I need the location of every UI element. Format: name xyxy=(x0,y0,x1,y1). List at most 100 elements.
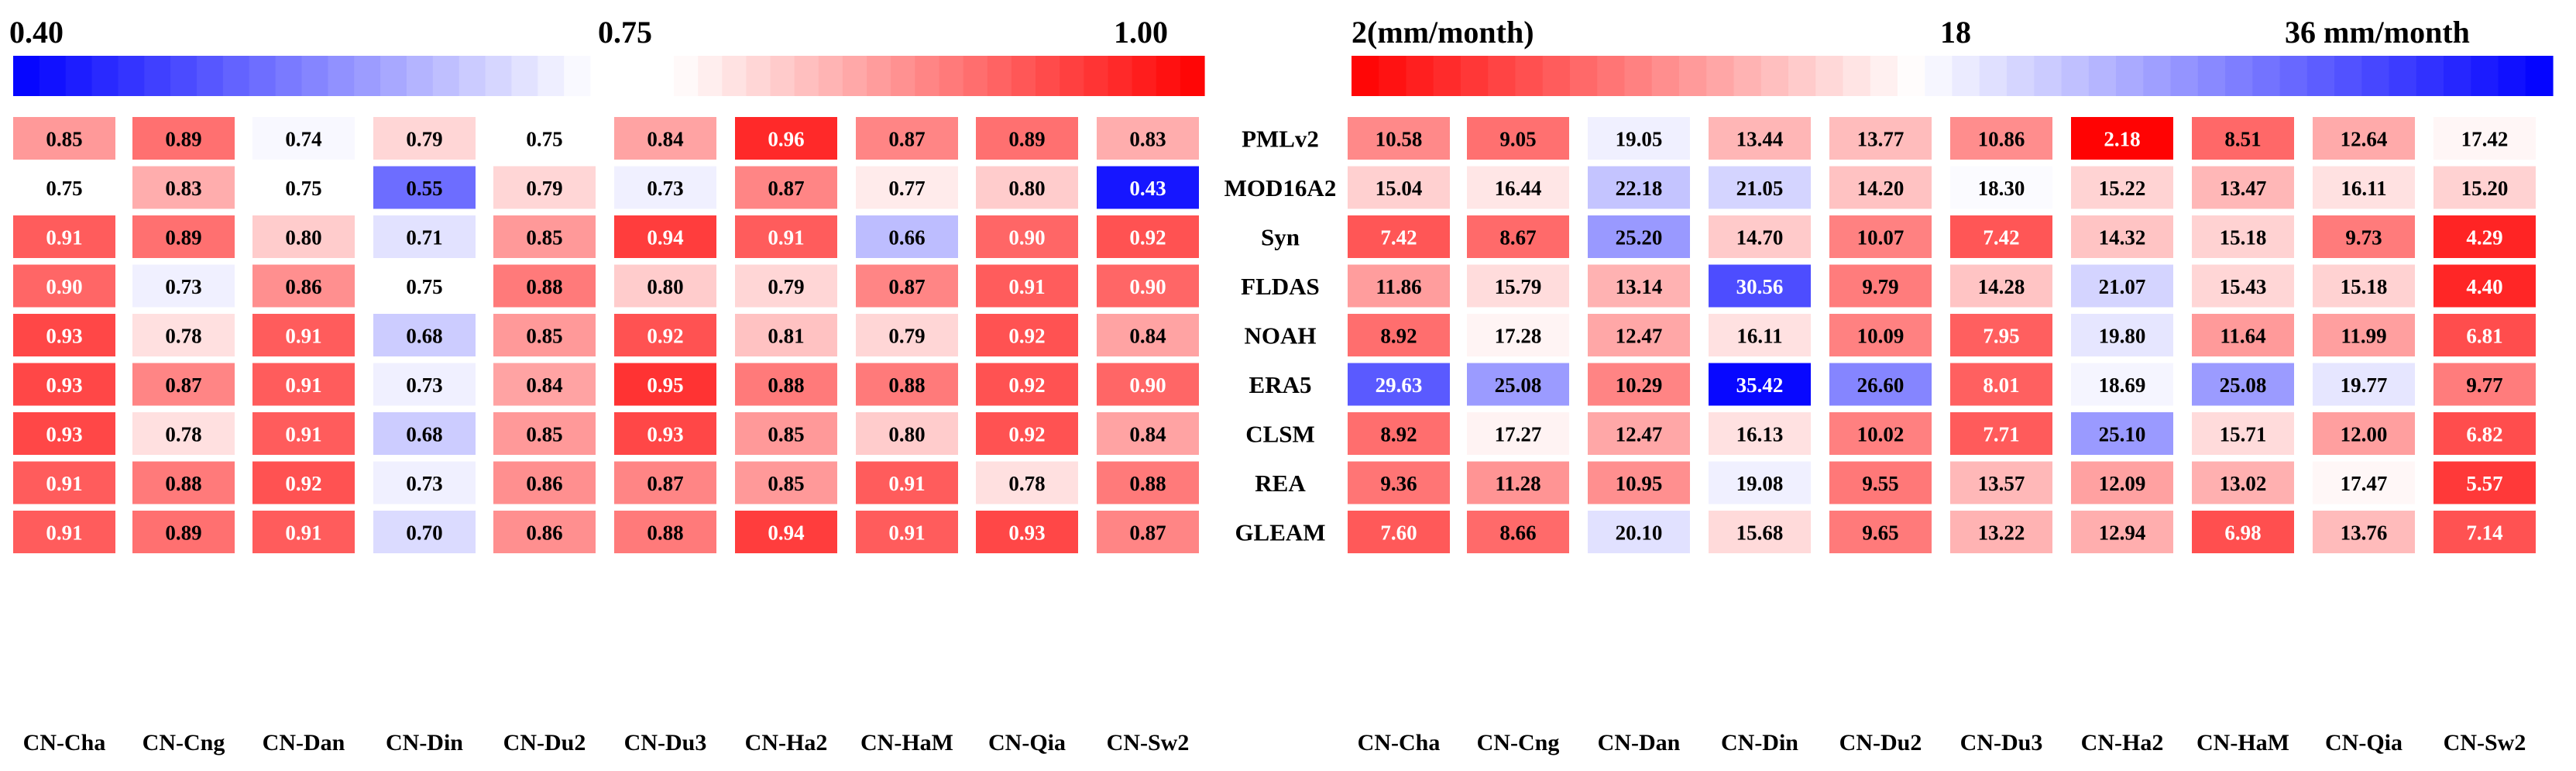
rmse-colorbar-segment xyxy=(1843,56,1871,96)
rmse-cell-value: 35.42 xyxy=(1736,373,1784,397)
rmse-cell-value: 12.00 xyxy=(2341,423,2388,446)
rmse-cell: 7.95 xyxy=(1950,314,2052,356)
rmse-column-label: CN-Du2 xyxy=(1839,730,1922,756)
rmse-colorbar-segment xyxy=(2361,56,2390,96)
correlation-colorbar-segment xyxy=(1060,56,1084,96)
rmse-cell: 11.64 xyxy=(2192,314,2294,356)
rmse-column-label: CN-Din xyxy=(1721,730,1798,756)
correlation-cell-rect xyxy=(373,511,476,553)
rmse-cell-rect xyxy=(2071,166,2173,209)
correlation-cell: 0.91 xyxy=(976,264,1078,308)
correlation-colorbar-max-label: 1.00 xyxy=(1114,15,1168,50)
rmse-cell-value: 10.07 xyxy=(1857,226,1905,250)
correlation-colorbar-segment xyxy=(867,56,891,96)
rmse-cell: 7.42 xyxy=(1950,215,2052,258)
rmse-cell: 25.20 xyxy=(1588,215,1690,258)
rmse-cell-rect xyxy=(1348,511,1450,553)
rmse-cell-rect xyxy=(1588,264,1690,308)
correlation-cell: 0.93 xyxy=(976,511,1078,553)
rmse-colorbar-segment xyxy=(2471,56,2499,96)
rmse-cell-rect xyxy=(2192,412,2294,455)
rmse-cell-rect xyxy=(1950,363,2052,406)
correlation-cell-value: 0.89 xyxy=(1008,128,1045,151)
rmse-cell-rect xyxy=(1709,412,1811,455)
rmse-cell-rect xyxy=(1467,166,1569,209)
rmse-cell-value: 7.95 xyxy=(1983,325,2019,348)
rmse-column-label: CN-Cng xyxy=(1477,730,1560,756)
rmse-colorbar-segment xyxy=(2416,56,2444,96)
correlation-cell-rect xyxy=(373,314,476,356)
correlation-heatmap: 0.85 0.89 0.74 0.79 0.75 0.84 0.96 0.87 0.89 0.83… xyxy=(13,117,1199,553)
correlation-cell-rect xyxy=(252,215,355,258)
rmse-cell-rect xyxy=(1348,412,1450,455)
correlation-cell-rect xyxy=(735,511,837,553)
correlation-cell-rect xyxy=(976,412,1078,455)
correlation-cell-value: 0.83 xyxy=(165,177,201,200)
correlation-cell-value: 0.55 xyxy=(406,177,442,200)
rmse-colorbar-segment xyxy=(2252,56,2281,96)
correlation-cell-rect xyxy=(252,412,355,455)
rmse-colorbar-segment xyxy=(1597,56,1626,96)
correlation-colorbar-segment xyxy=(564,56,591,96)
correlation-cell-value: 0.79 xyxy=(406,128,442,151)
row-label: REA xyxy=(1255,470,1306,497)
correlation-column-label: CN-Du2 xyxy=(503,730,586,756)
correlation-cell-rect xyxy=(493,314,596,356)
correlation-cell: 0.95 xyxy=(614,363,716,406)
correlation-cell-value: 0.92 xyxy=(285,472,321,495)
rmse-cell: 9.77 xyxy=(2433,363,2536,406)
rmse-colorbar-segment xyxy=(1433,56,1461,96)
correlation-cell-rect xyxy=(493,166,596,209)
rmse-column-label: CN-Sw2 xyxy=(2444,730,2526,756)
correlation-cell-value: 0.91 xyxy=(888,521,925,545)
correlation-cell-value: 0.87 xyxy=(888,275,925,298)
rmse-cell-rect xyxy=(1348,166,1450,209)
rmse-cell: 15.79 xyxy=(1467,264,1569,308)
rmse-cell-value: 13.22 xyxy=(1978,521,2025,545)
rmse-cell-value: 14.32 xyxy=(2099,226,2146,250)
rmse-cell: 10.29 xyxy=(1588,363,1690,406)
correlation-cell-value: 0.81 xyxy=(768,325,804,348)
rmse-cell-value: 10.95 xyxy=(1616,472,1663,495)
correlation-cell-rect xyxy=(13,215,115,258)
correlation-colorbar-segment xyxy=(538,56,565,96)
rmse-cell: 17.42 xyxy=(2433,117,2536,160)
rmse-cell-value: 19.77 xyxy=(2341,373,2388,397)
rmse-cell-rect xyxy=(1709,511,1811,553)
correlation-cell-rect xyxy=(856,117,958,160)
correlation-cell-rect xyxy=(976,363,1078,406)
correlation-cell-value: 0.88 xyxy=(1129,472,1166,495)
correlation-cell-value: 0.88 xyxy=(165,472,201,495)
rmse-cell: 9.05 xyxy=(1467,117,1569,160)
rmse-colorbar-segment xyxy=(2088,56,2117,96)
rmse-cell-value: 18.30 xyxy=(1978,177,2025,200)
correlation-cell-rect xyxy=(493,511,596,553)
rmse-cell: 9.36 xyxy=(1348,461,1450,504)
correlation-cell: 0.96 xyxy=(735,117,837,160)
correlation-cell-rect xyxy=(856,264,958,308)
rmse-cell-value: 7.71 xyxy=(1983,423,2019,446)
correlation-colorbar-segment xyxy=(987,56,1012,96)
correlation-cell-value: 0.77 xyxy=(888,177,925,200)
rmse-cell-rect xyxy=(2313,215,2415,258)
correlation-colorbar-segment xyxy=(915,56,940,96)
rmse-cell-rect xyxy=(1588,117,1690,160)
rmse-colorbar-segment xyxy=(2034,56,2063,96)
correlation-cell: 0.89 xyxy=(132,117,235,160)
correlation-cell-value: 0.68 xyxy=(406,423,442,446)
correlation-colorbar-mid-label: 0.75 xyxy=(598,15,652,50)
correlation-cell-value: 0.94 xyxy=(768,521,804,545)
rmse-cell-value: 13.57 xyxy=(1978,472,2025,495)
rmse-cell: 15.04 xyxy=(1348,166,1450,209)
rmse-cell-value: 15.18 xyxy=(2341,275,2388,298)
correlation-cell-rect xyxy=(856,363,958,406)
rmse-cell: 14.70 xyxy=(1709,215,1811,258)
row-label: GLEAM xyxy=(1235,519,1325,546)
rmse-colorbar-mid-label: 18 xyxy=(1940,15,1971,50)
rmse-cell-rect xyxy=(1467,314,1569,356)
rmse-colorbar-segment xyxy=(2007,56,2035,96)
rmse-cell-rect xyxy=(1467,215,1569,258)
correlation-colorbar-segment xyxy=(170,56,197,96)
rmse-colorbar-segment xyxy=(2498,56,2526,96)
correlation-cell: 0.90 xyxy=(1097,264,1199,308)
